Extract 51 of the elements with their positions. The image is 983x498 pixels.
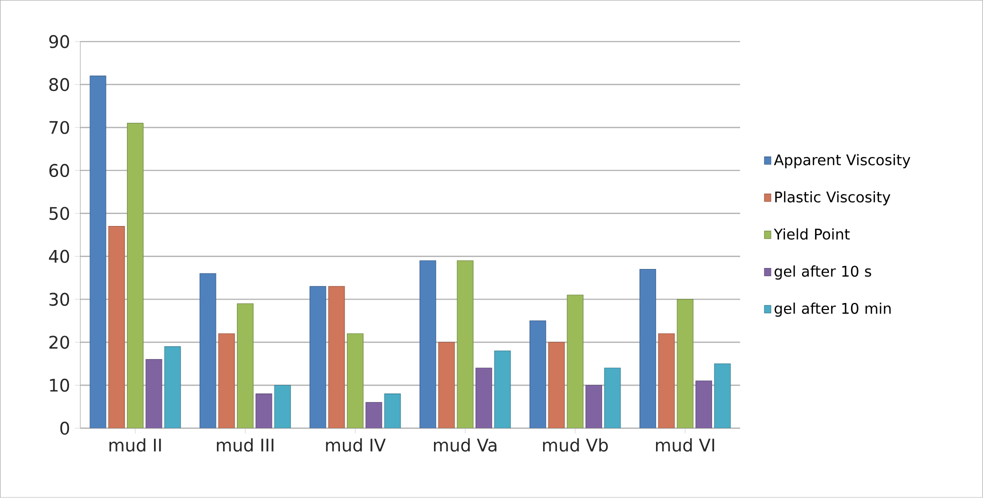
x-tick-label: mud II: [110, 438, 161, 452]
bar: [420, 260, 436, 428]
bar: [714, 364, 731, 428]
bar: [530, 320, 546, 428]
bar: [494, 350, 511, 428]
x-tick-label: mud VI: [656, 438, 714, 452]
y-tick-label: 90: [49, 35, 70, 48]
bar: [548, 342, 565, 428]
bar: [310, 286, 326, 428]
y-tick-label: 80: [49, 78, 70, 92]
bar: [126, 123, 144, 428]
legend-label: gel after 10 min: [774, 302, 891, 317]
y-tick-label: 0: [60, 422, 70, 435]
bar: [236, 303, 254, 428]
y-tick-label: 60: [49, 164, 70, 178]
bar: [438, 342, 455, 428]
y-tick-label: 20: [49, 336, 70, 349]
bar: [164, 346, 181, 428]
bar: [566, 294, 584, 428]
legend-label: Plastic Viscosity: [775, 191, 890, 206]
y-tick-label: 50: [50, 206, 70, 220]
legend-label: gel after 10 s: [774, 266, 872, 280]
bar: [274, 385, 291, 428]
bar: [328, 286, 345, 428]
bar: [146, 359, 162, 428]
bar: [256, 394, 272, 428]
bar: [108, 226, 125, 428]
bar: [696, 380, 712, 428]
bar: [676, 299, 694, 428]
y-tick-label: 70: [50, 121, 70, 134]
bar: [218, 334, 235, 428]
bar: [658, 334, 675, 428]
legend-label: Apparent Viscosity: [774, 154, 910, 168]
bar: [604, 368, 621, 428]
y-tick-label: 30: [49, 292, 70, 306]
bar: [640, 269, 656, 428]
y-tick-label: 40: [49, 250, 70, 264]
y-tick-label: 10: [50, 378, 70, 392]
bar: [200, 273, 216, 428]
x-tick-label: mud IV: [326, 438, 386, 452]
x-tick-label: mud Vb: [543, 438, 608, 452]
bar: [384, 394, 401, 428]
x-tick-label: mud III: [216, 438, 274, 452]
bar: [366, 402, 382, 428]
bar: [476, 368, 492, 428]
bar: [586, 385, 602, 428]
x-tick-label: mud Va: [434, 438, 496, 452]
legend-label: Yield Point: [774, 228, 850, 240]
bar: [346, 334, 364, 428]
bar: [456, 260, 474, 428]
bar: [90, 76, 106, 428]
